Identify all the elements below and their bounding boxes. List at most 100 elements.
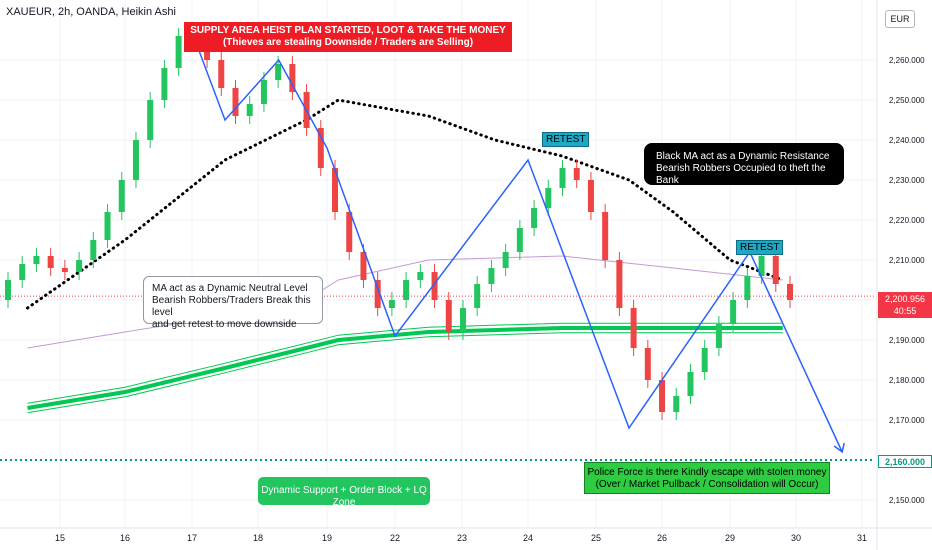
candle-body — [260, 80, 267, 104]
green-ma-band-lower — [27, 332, 783, 414]
time-tick-label: 29 — [725, 533, 735, 543]
candle-body — [787, 284, 793, 300]
price-tick-label: 2,260.000 — [889, 56, 925, 65]
trend-arrowhead — [833, 442, 845, 454]
candle-body — [118, 180, 125, 212]
candle-body — [459, 308, 466, 332]
candle-body — [431, 272, 438, 300]
time-tick-label: 18 — [253, 533, 263, 543]
candle-body — [687, 372, 694, 396]
time-tick-label: 30 — [791, 533, 801, 543]
candles — [5, 28, 793, 420]
candle-body — [403, 280, 410, 300]
price-tick-label: 2,210.000 — [889, 256, 925, 265]
candle-body — [602, 212, 609, 260]
candle-body — [218, 60, 225, 88]
candle-body — [388, 300, 395, 308]
candle-body — [559, 168, 566, 188]
candle-body — [516, 228, 523, 252]
candle-body — [545, 188, 552, 208]
candle-body — [90, 240, 97, 260]
time-tick-label: 15 — [55, 533, 65, 543]
candle-body — [360, 252, 367, 280]
candle-body — [76, 260, 83, 272]
trend-line — [191, 31, 845, 454]
candle-body — [132, 140, 139, 180]
time-axis: 15 16 17 18 19 22 23 24 25 26 29 30 31 — [0, 527, 932, 543]
key-level-line — [0, 295, 875, 461]
candle-body — [5, 280, 11, 300]
candle-body — [531, 208, 538, 228]
candle-body — [175, 36, 182, 68]
current-price-tag: 2,200.956 40:55 — [878, 292, 932, 318]
candle-body — [317, 128, 324, 168]
green-ma-line — [27, 326, 783, 410]
price-tick-label: 2,230.000 — [889, 176, 925, 185]
candle-body — [730, 300, 737, 324]
candle-body — [232, 88, 239, 116]
time-tick-label: 17 — [187, 533, 197, 543]
candle-body — [161, 68, 168, 100]
candle-body — [289, 64, 296, 92]
candle-body — [204, 44, 211, 60]
candle-body — [701, 348, 708, 372]
candle-body — [502, 252, 509, 268]
time-tick-label: 22 — [390, 533, 400, 543]
candle-body — [488, 268, 495, 284]
time-tick-label: 24 — [523, 533, 533, 543]
ma-note-annotation: MA act as a Dynamic Neutral Level Bearis… — [143, 276, 323, 330]
price-tick-label: 2,180.000 — [889, 376, 925, 385]
police-annotation: Police Force is there Kindly escape with… — [584, 462, 830, 494]
candle-body — [715, 324, 722, 348]
candle-body — [61, 268, 68, 272]
candle-body — [616, 260, 623, 308]
candle-body — [332, 168, 339, 212]
time-tick-label: 16 — [120, 533, 130, 543]
time-tick-label: 31 — [857, 533, 867, 543]
time-tick-label: 19 — [322, 533, 332, 543]
price-tick-label: 2,220.000 — [889, 216, 925, 225]
candle-body — [644, 348, 651, 380]
price-tick-label: 2,170.000 — [889, 416, 925, 425]
black-ma-line — [26, 98, 785, 310]
supply-annotation: SUPPLY AREA HEIST PLAN STARTED, LOOT & T… — [184, 22, 512, 52]
candle-body — [445, 300, 452, 332]
candle-body — [47, 256, 54, 268]
retest-badge: RETEST — [736, 240, 784, 255]
price-tick-label: 2,250.000 — [889, 96, 925, 105]
moving-averages — [26, 98, 785, 414]
support-annotation: Dynamic Support + Order Block + LQ Zone — [258, 477, 430, 508]
symbol-title: XAUEUR, 2h, OANDA, Heikin Ashi — [6, 6, 176, 18]
candle-body — [19, 264, 26, 280]
purple-ma-line — [27, 255, 783, 349]
time-tick-label: 25 — [591, 533, 601, 543]
price-tick-label: 2,150.000 — [889, 496, 925, 505]
trend-polyline — [191, 31, 843, 453]
time-tick-label: 23 — [457, 533, 467, 543]
candle-body — [417, 272, 424, 280]
time-tick-label: 26 — [657, 533, 667, 543]
candle-body — [104, 212, 111, 240]
key-level-tag: 2,160.000 — [878, 455, 932, 468]
current-price-value: 2,200.956 — [884, 294, 926, 304]
candle-body — [374, 280, 381, 308]
candle-body — [772, 256, 779, 284]
retest-badge: RETEST — [542, 132, 590, 147]
black-ma-annotation: Black MA act as a Dynamic Resistance Bea… — [644, 143, 844, 186]
price-tick-label: 2,240.000 — [889, 136, 925, 145]
price-tick-label: 2,190.000 — [889, 336, 925, 345]
candle-body — [474, 284, 481, 308]
candle-body — [246, 104, 253, 116]
candle-body — [587, 180, 594, 212]
candle-body — [346, 212, 353, 252]
candle-body — [573, 168, 580, 180]
currency-badge[interactable]: EUR — [885, 10, 915, 28]
candle-body — [659, 380, 666, 412]
countdown-timer: 40:55 — [893, 306, 917, 316]
green-ma-band-upper — [27, 322, 783, 404]
candle-body — [33, 256, 40, 264]
candle-body — [744, 276, 751, 300]
candle-body — [630, 308, 637, 348]
candle-body — [275, 64, 282, 80]
candle-body — [147, 100, 154, 140]
